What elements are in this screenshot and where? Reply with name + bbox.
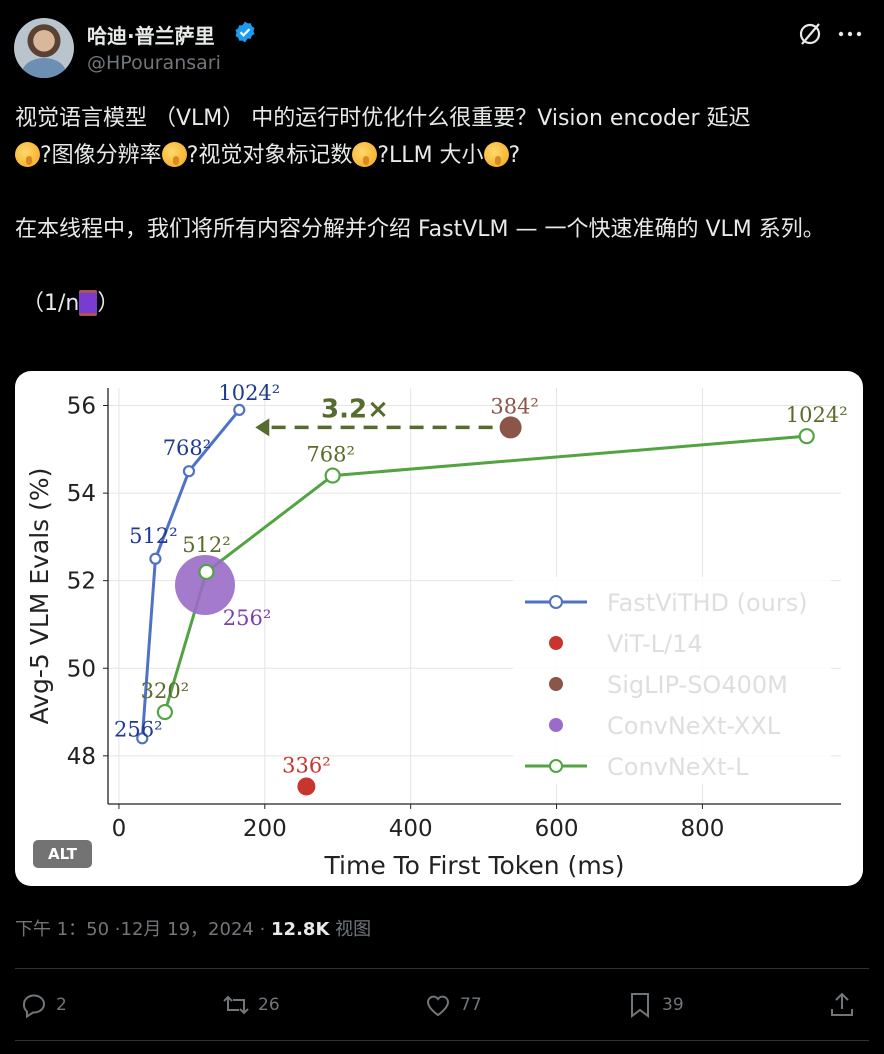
data-label: 320²	[141, 679, 190, 703]
data-label: 768²	[306, 443, 355, 467]
repost-count: 26	[258, 995, 280, 1015]
legend-marker	[549, 636, 563, 650]
data-point-ConvNeXt-XXL	[175, 555, 236, 616]
y-tick-label: 48	[67, 744, 96, 770]
series-line-ConvNeXt-L	[163, 434, 807, 713]
tweet-paragraph-2: 在本线程中，我们将所有内容分解并介绍 FastVLM — 一个快速准确的 VLM…	[15, 217, 825, 242]
data-point-ConvNeXt-L	[156, 703, 173, 721]
thread-counter-prefix: （1/n	[22, 291, 80, 316]
alt-text-button[interactable]: ALT	[33, 840, 92, 868]
y-tick-label: 50	[67, 656, 96, 682]
data-point-ConvNeXt-L	[198, 563, 215, 581]
heart-icon	[426, 995, 450, 1017]
data-label: 336²	[282, 753, 331, 777]
x-tick-label: 800	[680, 816, 724, 842]
data-label: 1024²	[218, 381, 280, 405]
y-tick-label: 52	[67, 569, 96, 595]
data-label: 768²	[163, 436, 212, 460]
data-point-SigLIP-SO400M	[499, 416, 522, 439]
grok-icon[interactable]	[796, 20, 824, 48]
legend-background	[513, 577, 831, 784]
thinking-face-emoji-icon	[352, 142, 378, 167]
x-tick-label: 600	[535, 816, 579, 842]
bookmark-button[interactable]: 39	[626, 988, 684, 1022]
data-point-FastViTHD (ours)	[149, 552, 162, 565]
divider	[15, 1040, 869, 1041]
legend-marker	[549, 677, 563, 691]
data-point-ConvNeXt-L	[324, 467, 341, 484]
y-tick-label: 54	[67, 481, 96, 507]
like-count: 77	[460, 995, 482, 1015]
thread-counter-suffix: ）	[97, 291, 120, 316]
chart-svg: 0 200 400 600 800 48 50 52 54 56 Time To First Tok…	[25, 381, 848, 880]
data-point-FastViTHD (ours)	[233, 403, 246, 416]
author-avatar[interactable]	[14, 18, 74, 78]
data-label: 256²	[114, 717, 163, 741]
more-options-icon[interactable]	[836, 20, 864, 48]
view-count: 12.8K	[271, 919, 330, 940]
x-tick-label: 0	[112, 816, 127, 842]
data-label: 256²	[223, 606, 272, 630]
data-label: 384²	[490, 394, 539, 418]
share-button[interactable]	[828, 988, 856, 1022]
legend-marker	[549, 595, 563, 609]
data-point-ConvNeXt-L	[798, 428, 815, 445]
repost-button[interactable]: 26	[222, 988, 280, 1022]
data-label: 512²	[129, 524, 178, 548]
author-handle[interactable]: @HPouransari	[87, 52, 221, 74]
reply-count: 2	[56, 995, 67, 1015]
tweet-meta: 下午 1：50 ·12月 19，2024 · 12.8K 视图	[15, 915, 371, 941]
repost-icon	[223, 995, 249, 1015]
x-axis-label: Time To First Token (ms)	[324, 851, 625, 880]
tweet-line-1: 视觉语言模型 （VLM） 中的运行时优化什么很重要？Vision encoder…	[15, 106, 751, 131]
speedup-arrow-head	[255, 418, 270, 437]
divider	[15, 968, 869, 969]
tweet-line-2-part-3: ?LLM 大小	[377, 143, 484, 168]
x-tick-label: 400	[389, 816, 433, 842]
thinking-face-emoji-icon	[161, 142, 187, 167]
author-name[interactable]: 哈迪·普兰萨里	[87, 24, 215, 48]
like-button[interactable]: 77	[424, 988, 482, 1022]
legend-marker	[549, 759, 563, 773]
x-tick-label: 200	[243, 816, 287, 842]
tweet-line-2-part-2: ?视觉对象标记数	[186, 143, 353, 168]
bookmark-count: 39	[662, 995, 684, 1015]
tweet-media-chart[interactable]: 0 200 400 600 800 48 50 52 54 56 Time To First Tok…	[15, 371, 863, 886]
legend-marker	[549, 718, 563, 732]
series-line-FastViTHD (ours)	[140, 408, 241, 739]
reply-icon	[22, 994, 45, 1019]
data-label: 1024²	[786, 403, 848, 427]
data-label: 512²	[182, 533, 231, 557]
speedup-label: 3.2×	[321, 394, 389, 424]
data-point-FastViTHD (ours)	[182, 465, 196, 478]
y-tick-label: 56	[67, 394, 96, 420]
verified-badge-icon	[235, 21, 255, 43]
y-axis-label: Avg-5 VLM Evals (%)	[25, 468, 54, 725]
tweet-text: 视觉语言模型 （VLM） 中的运行时优化什么很重要？Vision encoder…	[15, 100, 865, 322]
tweet-timestamp[interactable]: 下午 1：50 ·12月 19，2024 ·	[15, 919, 272, 940]
thread-spool-emoji-icon	[79, 290, 98, 316]
tweet-line-2-part-4: ?	[508, 143, 521, 168]
data-point-ViT-L/14	[297, 777, 316, 796]
views-label: 视图	[329, 919, 372, 940]
data-point-FastViTHD (ours)	[136, 732, 149, 745]
share-icon	[831, 992, 853, 1016]
thinking-face-emoji-icon	[483, 142, 509, 167]
bookmark-icon	[631, 993, 649, 1018]
tweet-line-2-part-1: ?图像分辨率	[40, 143, 162, 168]
reply-button[interactable]: 2	[20, 988, 67, 1022]
thinking-face-emoji-icon	[15, 142, 40, 167]
